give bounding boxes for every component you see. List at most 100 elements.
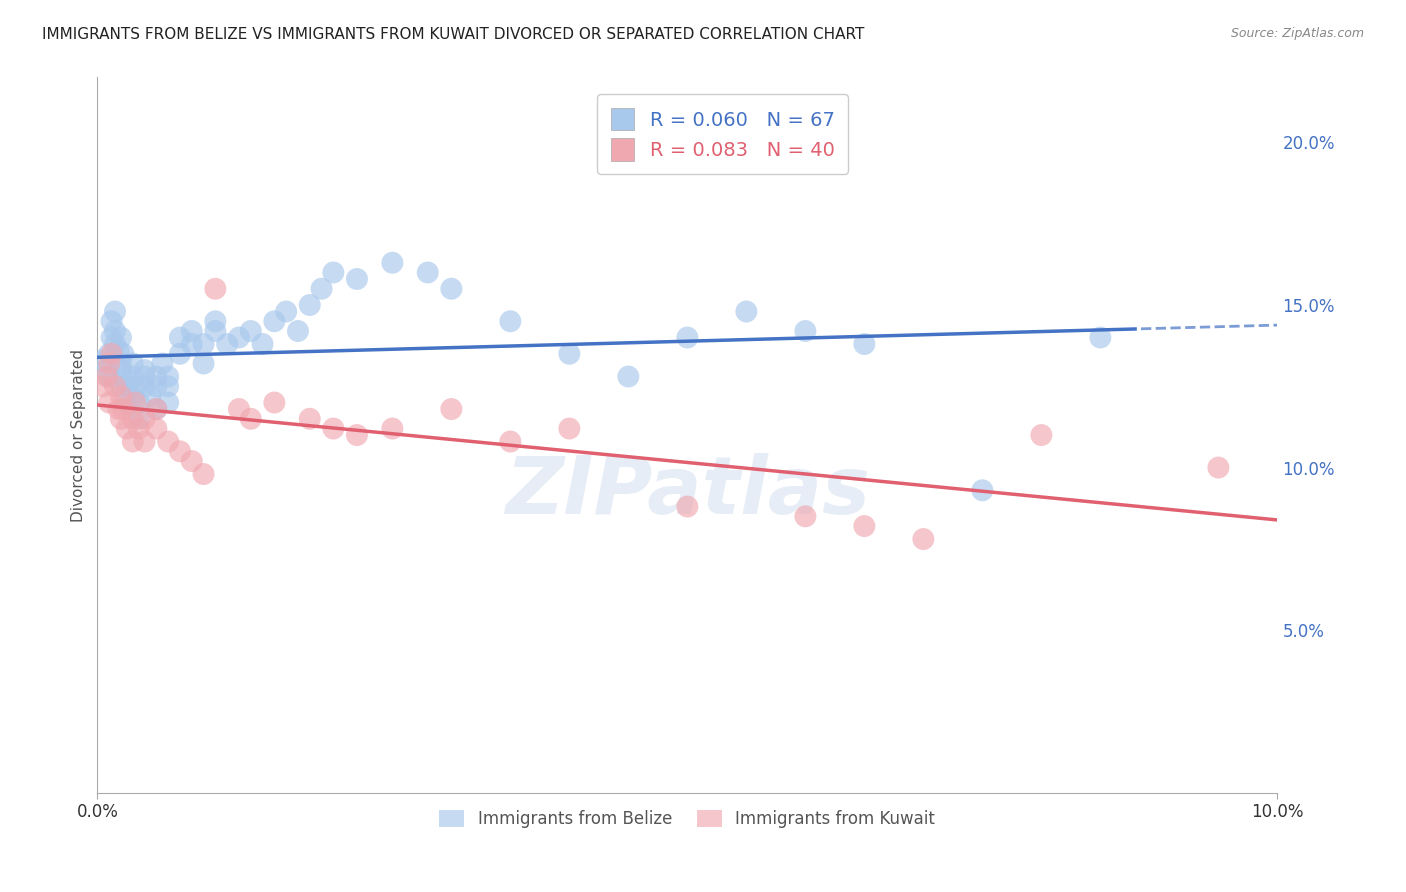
Point [972, 483, 994, 498]
Point [134, 411, 156, 425]
Point [499, 314, 522, 328]
Point [124, 379, 146, 393]
Point [98, 347, 121, 361]
Point [100, 314, 122, 328]
Point [115, 379, 138, 393]
Point [322, 265, 344, 279]
Point [263, 314, 285, 328]
Legend: Immigrants from Belize, Immigrants from Kuwait: Immigrants from Belize, Immigrants from … [433, 803, 942, 834]
Point [121, 434, 143, 449]
Point [204, 282, 226, 296]
Point [416, 265, 439, 279]
Point [169, 444, 191, 458]
Point [157, 369, 180, 384]
Point [157, 434, 180, 449]
Point [121, 369, 143, 384]
Point [115, 421, 138, 435]
Point [853, 519, 876, 533]
Point [134, 363, 156, 377]
Point [124, 395, 146, 409]
Point [440, 282, 463, 296]
Point [121, 411, 143, 425]
Point [676, 500, 699, 514]
Point [794, 324, 817, 338]
Point [121, 402, 143, 417]
Point [110, 379, 132, 393]
Point [180, 337, 202, 351]
Point [228, 402, 250, 417]
Text: IMMIGRANTS FROM BELIZE VS IMMIGRANTS FROM KUWAIT DIVORCED OR SEPARATED CORRELATI: IMMIGRANTS FROM BELIZE VS IMMIGRANTS FRO… [42, 27, 865, 42]
Point [193, 337, 215, 351]
Point [128, 421, 150, 435]
Point [276, 304, 298, 318]
Point [381, 256, 404, 270]
Point [381, 421, 404, 435]
Point [440, 402, 463, 417]
Text: Source: ZipAtlas.com: Source: ZipAtlas.com [1230, 27, 1364, 40]
Point [239, 324, 262, 338]
Point [121, 389, 143, 403]
Point [204, 324, 226, 338]
Point [134, 379, 156, 393]
Point [107, 402, 129, 417]
Point [128, 411, 150, 425]
Point [110, 411, 132, 425]
Point [150, 357, 173, 371]
Point [104, 304, 127, 318]
Point [110, 389, 132, 403]
Point [311, 282, 333, 296]
Point [134, 369, 156, 384]
Point [145, 369, 167, 384]
Point [676, 330, 699, 344]
Point [145, 402, 167, 417]
Point [145, 402, 167, 417]
Point [145, 421, 167, 435]
Point [128, 395, 150, 409]
Point [263, 395, 285, 409]
Point [298, 411, 321, 425]
Point [110, 363, 132, 377]
Text: ZIPatlas: ZIPatlas [505, 453, 870, 532]
Point [287, 324, 309, 338]
Point [115, 395, 138, 409]
Point [110, 357, 132, 371]
Point [169, 347, 191, 361]
Point [180, 324, 202, 338]
Point [91, 379, 114, 393]
Point [617, 369, 640, 384]
Y-axis label: Divorced or Separated: Divorced or Separated [72, 349, 86, 522]
Point [252, 337, 274, 351]
Point [228, 330, 250, 344]
Point [180, 454, 202, 468]
Point [107, 343, 129, 358]
Point [100, 330, 122, 344]
Point [157, 379, 180, 393]
Point [217, 337, 239, 351]
Point [100, 347, 122, 361]
Point [112, 347, 135, 361]
Point [204, 314, 226, 328]
Point [110, 330, 132, 344]
Point [499, 434, 522, 449]
Point [98, 369, 121, 384]
Point [346, 272, 368, 286]
Point [322, 421, 344, 435]
Point [169, 330, 191, 344]
Point [735, 304, 758, 318]
Point [139, 389, 162, 403]
Point [1208, 460, 1230, 475]
Point [121, 357, 143, 371]
Point [1031, 428, 1053, 442]
Point [98, 357, 121, 371]
Point [558, 421, 581, 435]
Point [157, 395, 180, 409]
Point [112, 402, 135, 417]
Point [912, 532, 935, 546]
Point [112, 369, 135, 384]
Point [134, 434, 156, 449]
Point [193, 357, 215, 371]
Point [104, 337, 127, 351]
Point [96, 369, 118, 384]
Point [346, 428, 368, 442]
Point [145, 379, 167, 393]
